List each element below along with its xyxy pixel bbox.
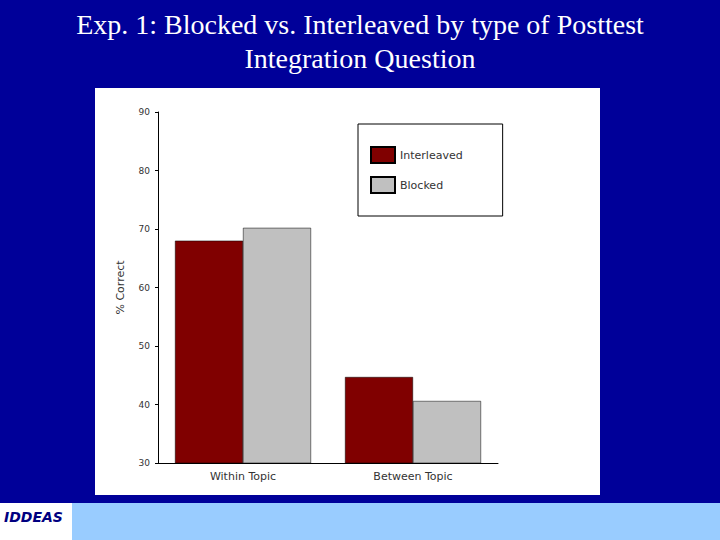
- html-text:IDDEAS: IDDEAS: [4, 509, 63, 525]
- svg-text:70: 70: [139, 224, 151, 234]
- svg-text:60: 60: [139, 283, 151, 293]
- svg-text:Within Topic: Within Topic: [210, 470, 276, 483]
- svg-text:40: 40: [139, 400, 151, 410]
- svg-text:80: 80: [139, 166, 151, 176]
- html-text:Exp. 1: Blocked vs. Interleave: Exp. 1: Blocked vs. Interleaved by type …: [76, 9, 644, 74]
- svg-text:Between Topic: Between Topic: [373, 470, 452, 483]
- svg-text:Blocked: Blocked: [400, 179, 443, 192]
- svg-text:Interleaved: Interleaved: [400, 149, 463, 162]
- svg-text:50: 50: [139, 341, 151, 351]
- svg-text:% Correct: % Correct: [114, 260, 127, 315]
- svg-text:30: 30: [139, 458, 151, 468]
- svg-text:90: 90: [139, 107, 151, 117]
